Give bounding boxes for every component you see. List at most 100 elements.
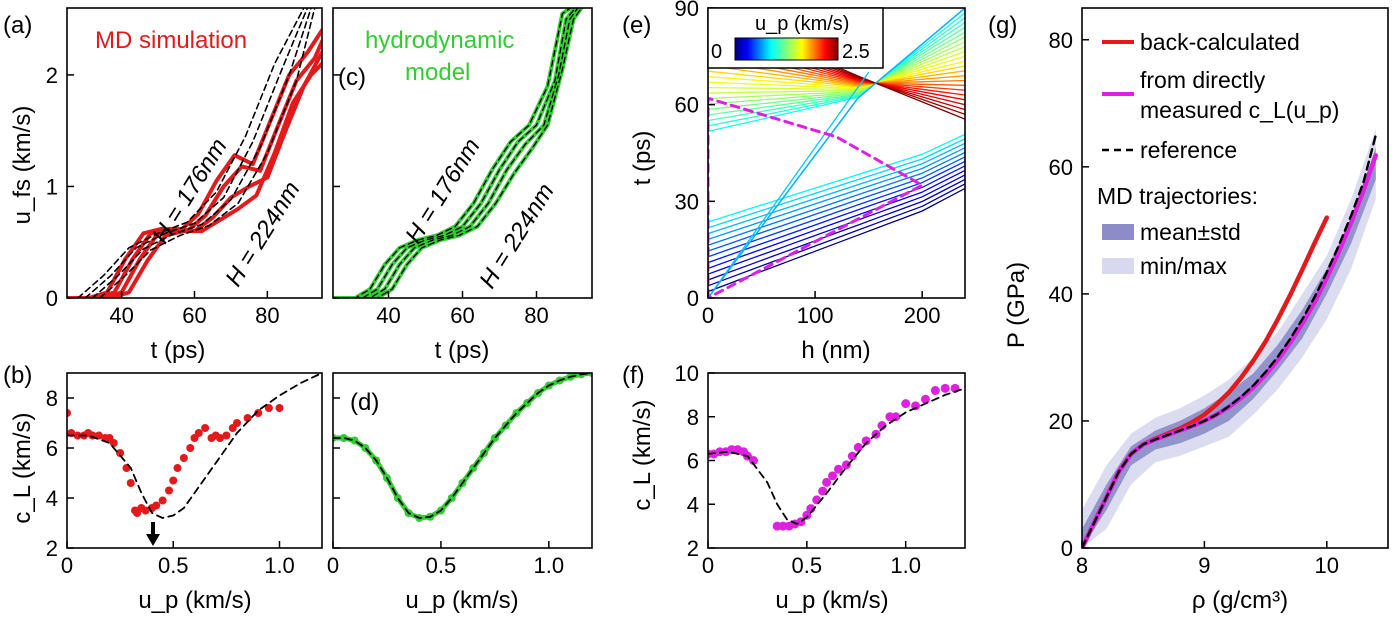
legend-label-back-calculated: back-calculated (1140, 29, 1300, 55)
data-point (833, 464, 843, 474)
y-tick-label-g: 40 (1049, 282, 1073, 307)
velocity-contour (708, 17, 965, 127)
reference-trace (99, 8, 316, 298)
y-tick-label-f: 4 (687, 492, 699, 517)
data-point (802, 510, 812, 520)
legend-label-reference: reference (1140, 137, 1237, 163)
velocity-contour (708, 26, 965, 116)
data-point (165, 486, 173, 495)
velocity-contour (708, 46, 965, 94)
y-tick-label-b: 2 (46, 536, 58, 561)
md-trace (67, 50, 322, 298)
panel-b: (b) 0 0.5 1.0 2 4 6 8 u_p (km/s) c_L (km/s) (3, 362, 323, 614)
x-tick-label-f: 0 (702, 553, 714, 578)
x-tick-label-f: 1.0 (890, 553, 921, 578)
data-point (126, 479, 135, 487)
data-point (853, 442, 863, 452)
x-tick-label-b: 0 (61, 553, 73, 578)
magenta-dashed-outline (708, 96, 924, 298)
panel-a-xlabel: t (ps) (151, 337, 206, 364)
data-point (339, 434, 348, 442)
plot-frame-b (66, 372, 323, 549)
data-point (930, 386, 940, 395)
legend-md-header: MD trajectories: (1097, 183, 1258, 209)
y-tick-label-a: 1 (46, 174, 58, 199)
data-point (841, 460, 851, 470)
y-tick-label-f: 8 (687, 405, 699, 430)
y-tick-label-g: 20 (1049, 409, 1073, 434)
panel-b-xlabel: u_p (km/s) (138, 587, 251, 614)
velocity-contour (708, 169, 965, 270)
x-tick-label-c: 40 (376, 303, 400, 328)
velocity-contour (708, 133, 965, 223)
panel-g: (g) 8 9 10 0 20 40 60 80 back-calculated from d… (988, 7, 1389, 614)
data-point (588, 373, 592, 377)
velocity-contour (708, 142, 965, 235)
data-point (822, 477, 832, 487)
x-tick-label-d: 0.5 (426, 553, 457, 578)
x-tick-label-a: 60 (182, 303, 206, 328)
y-tick-label-b: 4 (46, 486, 58, 511)
colorbar-max: 2.5 (842, 41, 870, 63)
hydro-overlay-trace (333, 8, 572, 298)
velocity-contour (708, 8, 965, 298)
x-tick-label-e: 100 (797, 303, 834, 328)
panel-e: (e) 0 100 200 0 30 60 90 u_p (km/s) 0 2.5 h (n… (622, 0, 966, 364)
velocity-contour (708, 174, 965, 275)
legend-label-measured-line2: measured c_L(u_p) (1140, 97, 1339, 123)
velocity-contour (708, 65, 965, 87)
data-point (94, 431, 103, 440)
data-point (169, 476, 178, 485)
y-tick-label-e: 30 (675, 189, 699, 214)
panel-label-a: (a) (3, 12, 32, 39)
md-trace (67, 61, 322, 298)
x-tick-label-c: 80 (524, 303, 548, 328)
velocity-contour (708, 71, 870, 298)
colorbar-label: u_p (km/s) (755, 13, 849, 35)
x-tick-label-e: 0 (702, 303, 714, 328)
y-tick-label-a: 0 (46, 286, 58, 311)
data-point (109, 439, 118, 447)
panel-c-title-line1: hydrodynamic (365, 27, 514, 54)
data-point (116, 449, 125, 457)
data-point (67, 409, 71, 417)
data-point (141, 506, 150, 515)
panel-b-ylabel: c_L (km/s) (9, 412, 36, 523)
panel-d-xlabel: u_p (km/s) (405, 587, 518, 614)
x-tick-label-b: 1.0 (264, 553, 295, 578)
reference-trace (84, 8, 309, 298)
y-tick-label-f: 6 (687, 449, 699, 474)
x-tick-label-b: 0.5 (158, 553, 189, 578)
panel-c: (c) 40 60 80 hydrodynamic model H = 176nm … (332, 7, 593, 364)
panel-e-xlabel: h (nm) (801, 337, 870, 364)
velocity-contour (708, 50, 965, 91)
legend-label-min-max: min/max (1140, 253, 1227, 279)
reference-trace (91, 8, 312, 298)
panel-f-xlabel: u_p (km/s) (775, 587, 888, 614)
data-point (861, 436, 871, 446)
data-point (152, 501, 161, 510)
y-tick-label-f: 10 (675, 361, 699, 386)
velocity-contour (708, 156, 965, 252)
panel-label-g: (g) (988, 12, 1017, 39)
reference-curve (67, 373, 322, 519)
hydro-overlay-trace (333, 8, 583, 298)
y-tick-label-g: 80 (1049, 28, 1073, 53)
velocity-contour (708, 41, 965, 100)
panel-label-b: (b) (3, 362, 32, 389)
data-point (179, 454, 188, 462)
panel-a-title: MD simulation (95, 27, 247, 54)
data-point (233, 419, 241, 427)
panel-c-title-line2: model (405, 59, 470, 86)
panel-d: (d) 0 0.5 1.0 u_p (km/s) (327, 372, 593, 614)
velocity-contour (708, 60, 965, 89)
data-point (748, 456, 758, 465)
x-tick-label-g: 9 (1198, 553, 1210, 578)
panel-c-xlabel: t (ps) (435, 337, 490, 364)
data-point (222, 431, 231, 440)
panel-label-d: (d) (350, 389, 379, 416)
x-tick-label-g: 8 (1076, 553, 1088, 578)
x-tick-label-e: 200 (904, 303, 941, 328)
